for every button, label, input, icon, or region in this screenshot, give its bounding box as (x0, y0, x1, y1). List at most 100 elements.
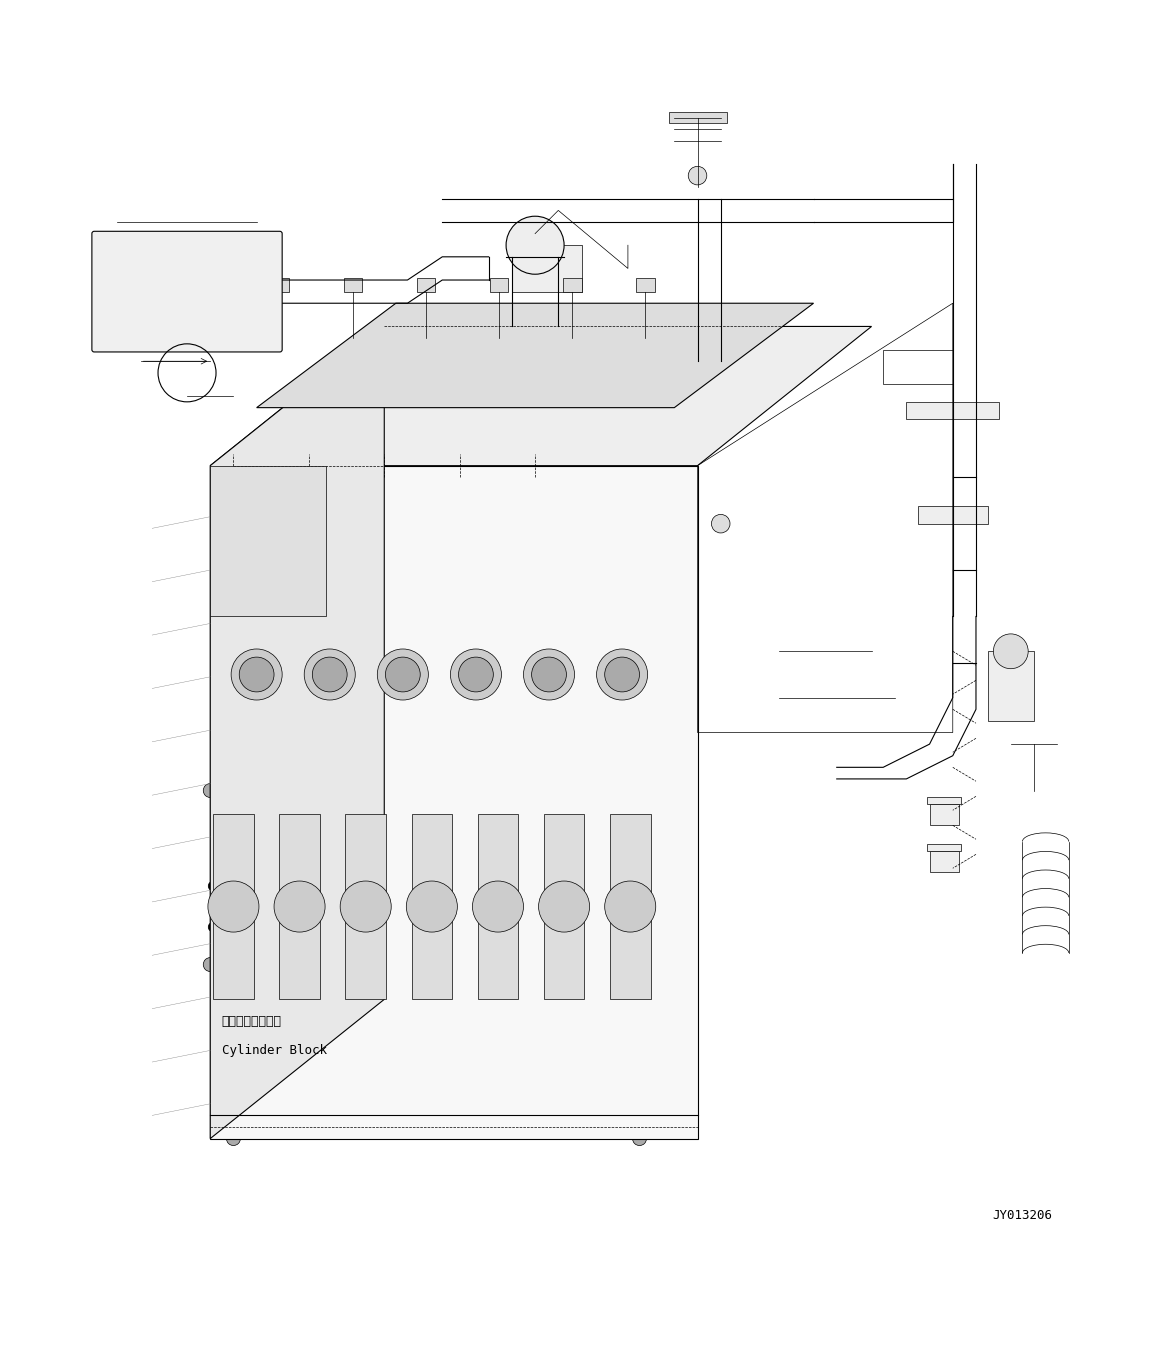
Circle shape (577, 507, 586, 517)
Circle shape (208, 881, 217, 890)
Circle shape (633, 1132, 647, 1145)
Bar (271, 278, 290, 291)
Circle shape (495, 507, 505, 517)
Bar (609, 813, 650, 1000)
Bar (412, 813, 452, 1000)
Bar (929, 851, 958, 871)
Circle shape (329, 503, 347, 521)
Circle shape (491, 503, 509, 521)
Circle shape (208, 881, 259, 932)
Circle shape (506, 216, 564, 274)
Polygon shape (211, 465, 327, 616)
Bar (416, 278, 435, 291)
Circle shape (231, 649, 283, 700)
Circle shape (204, 958, 217, 971)
Circle shape (633, 471, 647, 484)
Circle shape (248, 584, 266, 603)
Bar (918, 506, 987, 523)
Circle shape (285, 471, 299, 484)
Circle shape (712, 340, 730, 359)
Circle shape (472, 881, 523, 932)
Circle shape (204, 784, 217, 797)
Circle shape (538, 881, 548, 890)
Circle shape (414, 588, 423, 598)
Circle shape (409, 503, 428, 521)
Circle shape (305, 649, 355, 700)
Circle shape (993, 634, 1028, 669)
Circle shape (473, 881, 483, 890)
Bar (927, 844, 961, 851)
Circle shape (658, 507, 668, 517)
Circle shape (654, 503, 672, 521)
Circle shape (411, 886, 452, 927)
Bar (906, 402, 999, 420)
Circle shape (385, 657, 420, 692)
Bar (544, 813, 584, 1000)
Circle shape (377, 649, 428, 700)
Circle shape (213, 886, 255, 927)
Circle shape (572, 584, 591, 603)
Bar (345, 813, 386, 1000)
Bar (222, 536, 315, 604)
Circle shape (577, 588, 586, 598)
Bar (343, 278, 362, 291)
Circle shape (538, 923, 548, 932)
Bar (512, 246, 582, 291)
Polygon shape (211, 465, 698, 1139)
Bar (279, 813, 320, 1000)
Circle shape (448, 881, 457, 890)
Circle shape (450, 649, 501, 700)
Circle shape (654, 584, 672, 603)
Circle shape (605, 881, 614, 890)
Circle shape (334, 507, 342, 517)
Circle shape (274, 923, 284, 932)
Circle shape (448, 923, 457, 932)
Circle shape (341, 881, 350, 890)
Circle shape (227, 1132, 241, 1145)
Circle shape (514, 881, 523, 890)
Bar (490, 278, 508, 291)
Circle shape (605, 881, 656, 932)
Bar (927, 797, 961, 804)
Circle shape (340, 881, 391, 932)
Circle shape (491, 584, 509, 603)
Circle shape (688, 166, 707, 185)
Circle shape (477, 886, 519, 927)
Polygon shape (211, 326, 871, 465)
Circle shape (538, 881, 590, 932)
Bar (669, 112, 727, 123)
Circle shape (344, 886, 386, 927)
Circle shape (240, 657, 274, 692)
Circle shape (580, 923, 590, 932)
Circle shape (597, 649, 648, 700)
Text: JY013206: JY013206 (992, 1209, 1053, 1222)
Circle shape (531, 657, 566, 692)
Bar (213, 813, 254, 1000)
Circle shape (712, 514, 730, 533)
Circle shape (407, 881, 416, 890)
Polygon shape (211, 326, 384, 1139)
Circle shape (279, 886, 321, 927)
Circle shape (208, 923, 217, 932)
Text: Cylinder Block: Cylinder Block (222, 1044, 327, 1058)
Circle shape (458, 657, 493, 692)
Circle shape (580, 881, 590, 890)
FancyBboxPatch shape (92, 231, 283, 352)
Circle shape (313, 657, 347, 692)
Text: シリンダブロック: シリンダブロック (222, 1016, 281, 1028)
Circle shape (605, 923, 614, 932)
Polygon shape (257, 304, 814, 407)
Circle shape (341, 923, 350, 932)
Circle shape (609, 886, 651, 927)
Circle shape (605, 657, 640, 692)
Circle shape (274, 881, 284, 890)
Circle shape (414, 507, 423, 517)
Circle shape (523, 649, 575, 700)
Circle shape (315, 923, 324, 932)
Circle shape (252, 507, 262, 517)
Circle shape (658, 588, 668, 598)
Circle shape (248, 503, 266, 521)
Circle shape (406, 881, 457, 932)
Circle shape (227, 471, 241, 484)
Circle shape (514, 923, 523, 932)
